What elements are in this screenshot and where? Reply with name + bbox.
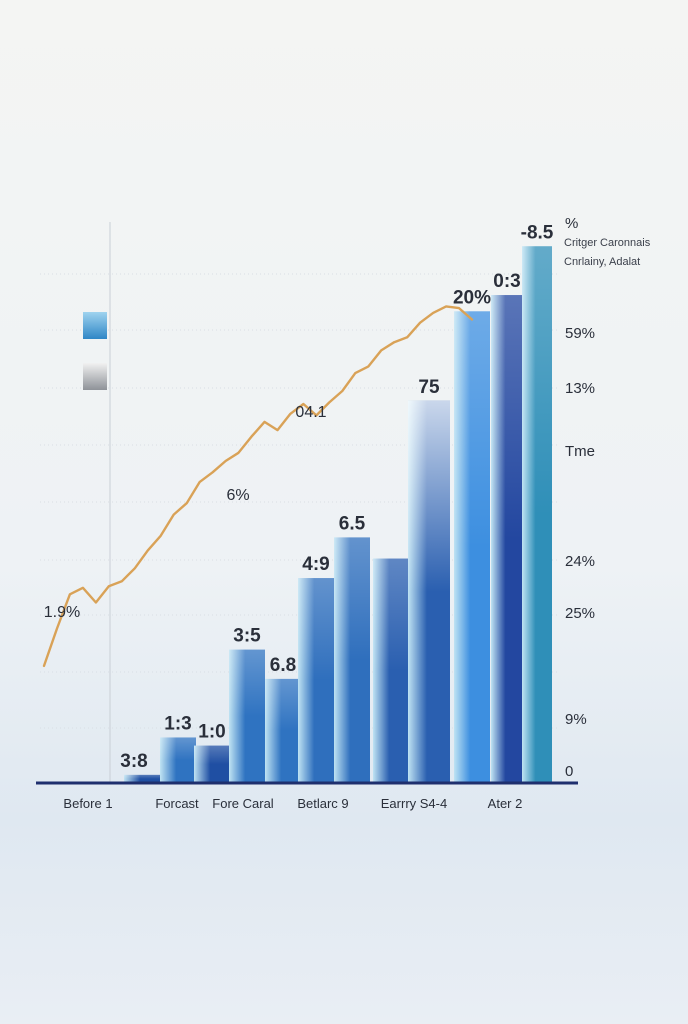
bar-value-label: 3:8 [120, 751, 147, 772]
bar-8-highlight [373, 558, 409, 783]
bar-value-label: 6.8 [270, 655, 296, 676]
bar-value-label: 3:5 [233, 626, 261, 647]
bar-value-label: 0:3 [493, 271, 520, 292]
right-axis-label: 13% [565, 380, 595, 397]
bar-7-highlight [334, 537, 370, 783]
bar-value-label: 6.5 [339, 513, 366, 534]
bar-10-highlight [454, 311, 490, 783]
legend-swatch-blue [83, 312, 107, 339]
bar-6-highlight [298, 578, 334, 783]
x-tick-label: Forcast [155, 796, 199, 811]
bar-11-highlight [491, 295, 523, 783]
x-tick-label: Ater 2 [488, 796, 523, 811]
bar-2-highlight [160, 737, 196, 783]
right-axis-ticks: % 59% 13% Tme 24% 25% 9% 0 [565, 215, 595, 780]
bar-12-highlight [522, 246, 552, 783]
bar-value-label: 75 [418, 377, 440, 398]
bar-value-label: 20% [453, 287, 491, 308]
right-axis-label: 9% [565, 711, 587, 728]
bar-value-label: 1:3 [164, 713, 191, 734]
x-tick-label: Fore Caral [212, 796, 274, 811]
right-axis-label: 59% [565, 325, 595, 342]
right-axis-label: 24% [565, 553, 595, 570]
legend-text: Critger Caronnais Cnrlainy, Adalat [564, 234, 682, 272]
bar-5-highlight [265, 678, 301, 783]
bar-4-highlight [229, 649, 265, 783]
line-label: 6% [226, 487, 249, 504]
right-axis-label: 0 [565, 763, 573, 780]
trend-line [42, 305, 474, 668]
legend-entry-2: Cnrlainy, Adalat [564, 256, 641, 268]
legend-entry-1: Critger Caronnais [564, 237, 651, 249]
x-axis-ticks: Before 1 Forcast Fore Caral Betlarc 9 Earrry… [63, 796, 522, 811]
x-tick-label: Betlarc 9 [297, 796, 348, 811]
bar-value-label: 4:9 [302, 554, 329, 575]
bar-1-highlight [124, 774, 160, 783]
x-tick-label: Before 1 [63, 796, 112, 811]
bar-9-highlight [408, 400, 450, 783]
right-axis-label: 25% [565, 605, 595, 622]
right-axis-label: Tme [565, 443, 595, 460]
line-label: 1.9% [44, 604, 80, 621]
bar-value-label: 1:0 [198, 722, 225, 743]
data-labels: 3:8 1:3 1:0 3:5 6.8 4:9 6.5 75 20%0:3 -8.5 1.9% 6% 0… [44, 222, 554, 772]
trend-line-path [42, 305, 474, 668]
bars [124, 246, 552, 783]
bar-value-label: -8.5 [521, 222, 554, 243]
right-axis-label: % [565, 215, 578, 232]
bar-3-highlight [194, 745, 230, 783]
x-tick-label: Earrry S4-4 [381, 796, 447, 811]
legend-swatch-gray [83, 363, 107, 390]
line-label: 04.1 [295, 404, 326, 421]
